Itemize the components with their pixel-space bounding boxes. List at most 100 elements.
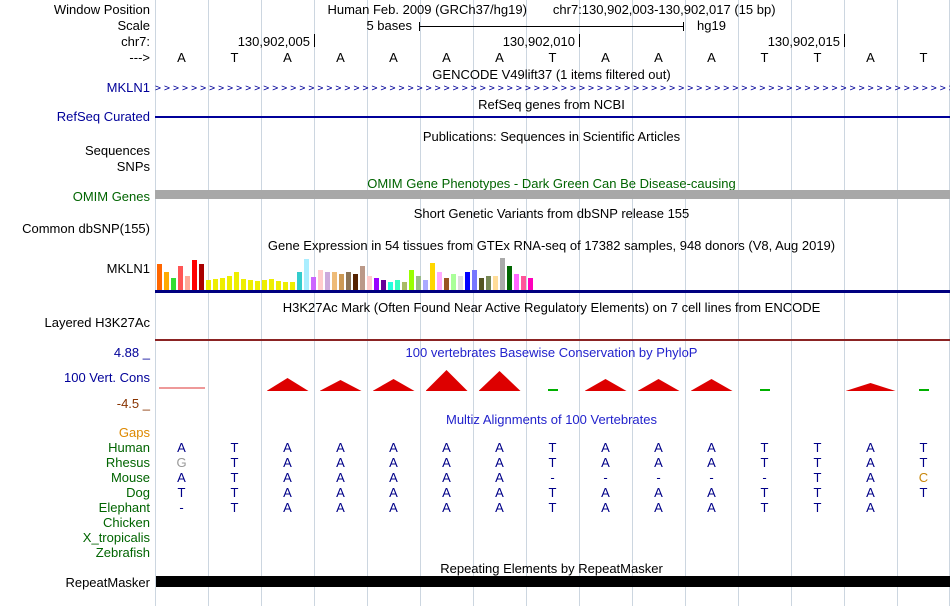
track-header-dbsnp[interactable]: Short Genetic Variants from dbSNP releas… [413,206,690,221]
track-label-sequences[interactable]: Sequences [84,143,150,158]
gtex-expression-bar[interactable] [437,272,442,290]
gtex-expression-bar[interactable] [325,272,330,290]
multiz-base: T [760,455,769,470]
gtex-expression-bar[interactable] [206,280,211,290]
gtex-expression-bar[interactable] [395,280,400,290]
track-header-repeatmasker[interactable]: Repeating Elements by RepeatMasker [440,561,663,576]
omim-genes-bar[interactable] [155,190,950,199]
gtex-expression-bar[interactable] [276,281,281,290]
gtex-expression-bar[interactable] [304,259,309,290]
gtex-expression-bar[interactable] [171,278,176,290]
gtex-expression-bar[interactable] [479,278,484,290]
track-label-h3k27ac[interactable]: Layered H3K27Ac [44,315,150,330]
multiz-species-label-x_tropicalis[interactable]: X_tropicalis [82,530,150,545]
h3k27ac-signal-line[interactable] [155,339,950,341]
gridline [314,0,315,606]
gtex-expression-bar[interactable] [262,280,267,290]
refseq-curated-line[interactable] [155,116,950,118]
gtex-expression-bar[interactable] [465,272,470,290]
multiz-species-label-dog[interactable]: Dog [126,485,150,500]
multiz-species-label-rhesus[interactable]: Rhesus [105,455,150,470]
track-label-repeatmasker[interactable]: RepeatMasker [65,575,150,590]
gtex-expression-bar[interactable] [255,281,260,290]
gtex-expression-bar[interactable] [192,260,197,290]
track-label-refseq-curated[interactable]: RefSeq Curated [56,109,150,124]
gtex-expression-bar[interactable] [227,276,232,290]
gtex-expression-bar[interactable] [199,264,204,290]
track-header-multiz[interactable]: Multiz Alignments of 100 Vertebrates [445,412,657,427]
gtex-expression-bar[interactable] [297,272,302,290]
gtex-expression-bar[interactable] [248,280,253,290]
track-label-conservation[interactable]: 100 Vert. Cons [64,370,150,385]
gtex-expression-bar[interactable] [318,270,323,290]
gtex-expression-bar[interactable] [381,280,386,290]
gtex-expression-bar[interactable] [458,276,463,290]
track-header-omim[interactable]: OMIM Gene Phenotypes - Dark Green Can Be… [367,176,736,191]
gtex-expression-bar[interactable] [493,276,498,290]
gtex-expression-bar[interactable] [213,279,218,290]
multiz-base: A [389,470,398,485]
track-label-omim-genes[interactable]: OMIM Genes [72,189,150,204]
gtex-expression-bar[interactable] [528,278,533,290]
multiz-base: A [177,470,186,485]
gtex-expression-bar[interactable] [402,282,407,290]
sequence-base: T [548,50,557,65]
multiz-species-label-mouse[interactable]: Mouse [110,470,150,485]
gtex-expression-bar[interactable] [290,282,295,290]
gtex-expression-bar[interactable] [220,278,225,290]
multiz-base: A [707,500,716,515]
multiz-base: T [230,500,239,515]
gtex-expression-bar[interactable] [234,272,239,290]
track-header-h3k27ac[interactable]: H3K27Ac Mark (Often Found Near Active Re… [282,300,821,315]
gtex-expression-bar[interactable] [269,279,274,290]
gtex-expression-bar[interactable] [178,266,183,290]
track-label-common-dbsnp[interactable]: Common dbSNP(155) [22,221,150,236]
gtex-expression-bar[interactable] [388,282,393,290]
gtex-expression-bar[interactable] [164,272,169,290]
track-header-refseq[interactable]: RefSeq genes from NCBI [478,97,625,112]
multiz-gaps-label[interactable]: Gaps [118,425,150,440]
position-title: Human Feb. 2009 (GRCh37/hg19) chr7:130,90… [155,2,948,17]
multiz-species-label-chicken[interactable]: Chicken [103,515,150,530]
gtex-expression-bar[interactable] [353,274,358,290]
track-label-snps[interactable]: SNPs [116,159,150,174]
gtex-expression-bar[interactable] [185,276,190,290]
gtex-expression-bar[interactable] [444,278,449,290]
gtex-expression-bar[interactable] [360,266,365,290]
multiz-base: - [179,500,184,515]
track-label-gencode-mkln1[interactable]: MKLN1 [106,80,150,95]
gtex-expression-bar[interactable] [500,258,505,290]
gtex-expression-bar[interactable] [472,270,477,290]
gtex-expression-bar[interactable] [451,274,456,290]
gtex-expression-bar[interactable] [514,274,519,290]
gtex-expression-bar[interactable] [332,272,337,290]
track-label-gtex-mkln1[interactable]: MKLN1 [106,261,150,276]
multiz-base: T [548,455,557,470]
gtex-expression-bar[interactable] [241,279,246,290]
gtex-expression-bar[interactable] [339,274,344,290]
multiz-species-label-human[interactable]: Human [108,440,150,455]
gtex-expression-bar[interactable] [157,264,162,290]
gtex-expression-bar[interactable] [430,263,435,290]
gtex-expression-bar[interactable] [367,276,372,290]
multiz-base: T [177,485,186,500]
gtex-expression-bar[interactable] [507,266,512,290]
multiz-base: A [495,500,504,515]
track-header-publications[interactable]: Publications: Sequences in Scientific Ar… [422,129,681,144]
gencode-gene-line[interactable]: >>>>>>>>>>>>>>>>>>>>>>>>>>>>>>>>>>>>>>>>… [155,83,950,94]
track-header-gencode[interactable]: GENCODE V49lift37 (1 items filtered out) [432,67,671,82]
gtex-expression-bar[interactable] [521,276,526,290]
track-header-gtex[interactable]: Gene Expression in 54 tissues from GTEx … [267,238,836,253]
gtex-expression-bar[interactable] [374,278,379,290]
gtex-expression-bar[interactable] [486,276,491,290]
gtex-expression-bar[interactable] [416,276,421,290]
gtex-expression-bar[interactable] [283,282,288,290]
gtex-expression-bar[interactable] [423,280,428,290]
track-header-conservation[interactable]: 100 vertebrates Basewise Conservation by… [405,345,698,360]
gtex-expression-bar[interactable] [409,270,414,290]
repeatmasker-bar[interactable] [156,576,950,587]
gtex-expression-bar[interactable] [311,277,316,290]
gtex-expression-bar[interactable] [346,272,351,290]
multiz-species-label-elephant[interactable]: Elephant [98,500,150,515]
multiz-species-label-zebrafish[interactable]: Zebrafish [95,545,150,560]
